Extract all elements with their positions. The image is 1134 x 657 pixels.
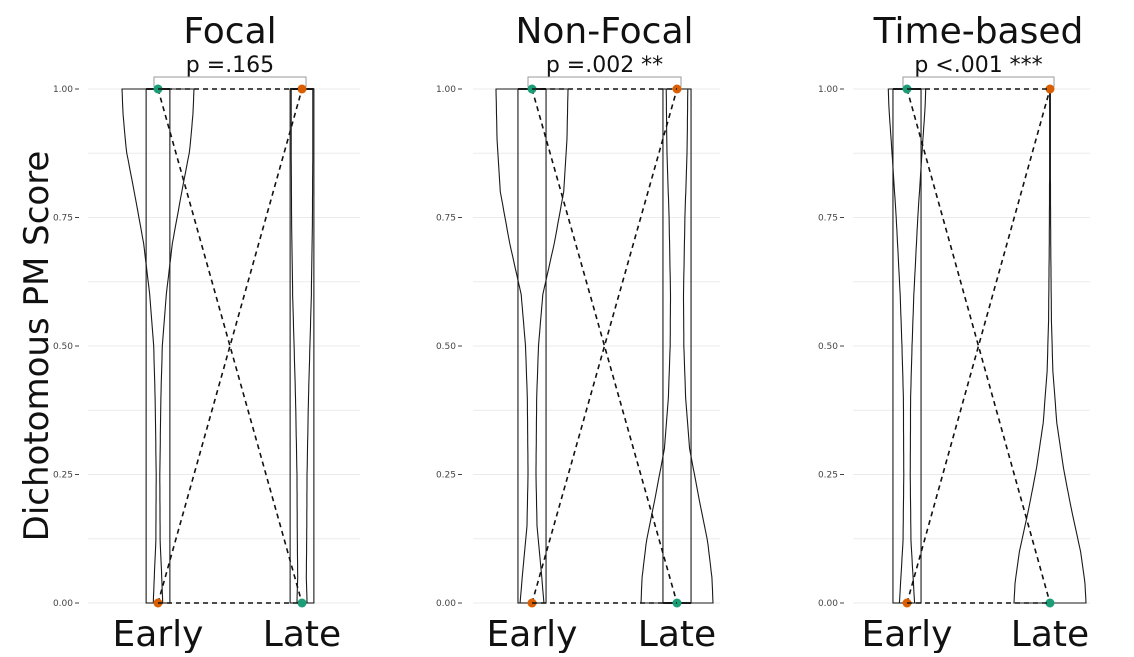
data-point [297, 84, 307, 94]
data-point [1045, 84, 1055, 94]
p-value-label: p =.002 ** [546, 53, 663, 78]
series-line [531, 88, 678, 604]
p-value-label: p =.165 [186, 53, 274, 78]
significance-bracket [153, 76, 307, 87]
y-tick-label: 0.75 [436, 214, 456, 224]
series-line [906, 88, 1051, 604]
violin-early [121, 88, 195, 604]
significance-bracket [527, 76, 682, 87]
x-tick-label-early: Early [487, 614, 578, 653]
significance-bracket [902, 76, 1055, 87]
p-value-label: p <.001 *** [914, 53, 1042, 78]
data-point [1045, 598, 1055, 608]
y-tick-label: 0.50 [53, 342, 73, 352]
violin-early [887, 88, 927, 604]
x-tick-label-late: Late [638, 614, 716, 653]
y-tick-label: 0.25 [53, 471, 73, 481]
panel-title: Focal [183, 11, 276, 52]
panel-3: 0.00 0.25 0.50 0.75 1.00 p <.001 ***Time-base… [818, 11, 1090, 655]
y-tick-label: 1.00 [53, 85, 73, 95]
y-tick-label: 1.00 [818, 85, 838, 95]
y-tick-label: 0.75 [53, 214, 73, 224]
data-point [297, 598, 307, 608]
series-line [157, 88, 303, 604]
y-axis-label: Dichotomous PM Score [17, 151, 57, 542]
x-tick-label-late: Late [263, 614, 341, 653]
panel-2: 0.00 0.25 0.50 0.75 1.00 p =.002 **Non-Focal E… [436, 11, 720, 655]
x-tick-label-early: Early [862, 614, 953, 653]
y-tick-label: 0.25 [436, 471, 456, 481]
y-tick-label: 0.50 [818, 342, 838, 352]
y-tick-label: 0.00 [53, 599, 73, 609]
y-tick-label: 0.25 [818, 471, 838, 481]
violin-early [495, 88, 569, 604]
y-tick-label: 0.75 [818, 214, 838, 224]
y-tick-label: 0.00 [436, 599, 456, 609]
y-tick-label: 0.00 [818, 599, 838, 609]
series-line [906, 88, 1051, 604]
y-tick-label: 0.50 [436, 342, 456, 352]
x-tick-label-late: Late [1011, 614, 1089, 653]
series-line [531, 88, 678, 604]
series-line [157, 88, 303, 604]
panel-title: Time-based [873, 11, 1084, 52]
x-tick-label-early: Early [113, 614, 204, 653]
y-tick-label: 1.00 [436, 85, 456, 95]
panel-title: Non-Focal [515, 11, 693, 52]
